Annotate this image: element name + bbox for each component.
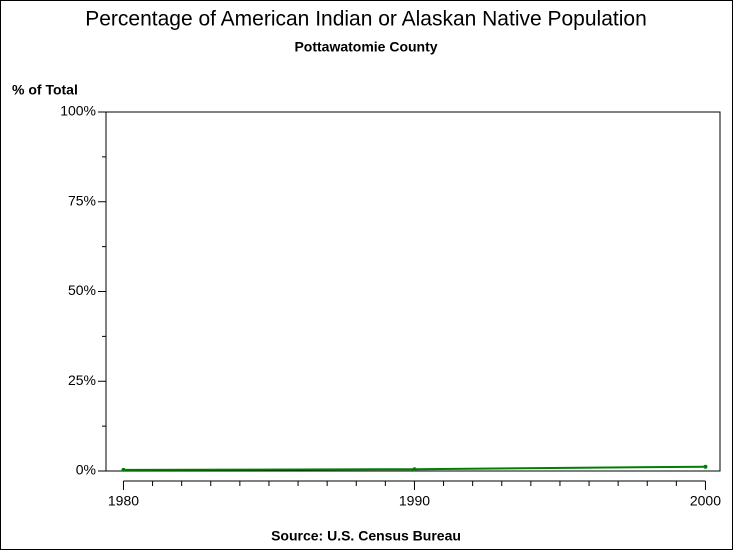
y-tick-label: 75% (68, 192, 96, 208)
x-tick-label: 1980 (108, 493, 139, 509)
x-tick-label: 2000 (690, 493, 721, 509)
y-tick-label: 50% (68, 282, 96, 298)
data-point (703, 464, 708, 469)
source-note: Source: U.S. Census Bureau (271, 528, 461, 544)
chart-title: Percentage of American Indian or Alaskan… (85, 8, 647, 31)
y-axis-label: % of Total (12, 82, 78, 98)
data-point (121, 467, 126, 472)
data-point (412, 467, 417, 472)
chart-subtitle: Pottawatomie County (294, 39, 437, 55)
x-tick-label: 1990 (399, 493, 430, 509)
y-tick-label: 100% (60, 103, 96, 119)
y-tick-label: 0% (76, 462, 96, 478)
y-tick-label: 25% (68, 372, 96, 388)
